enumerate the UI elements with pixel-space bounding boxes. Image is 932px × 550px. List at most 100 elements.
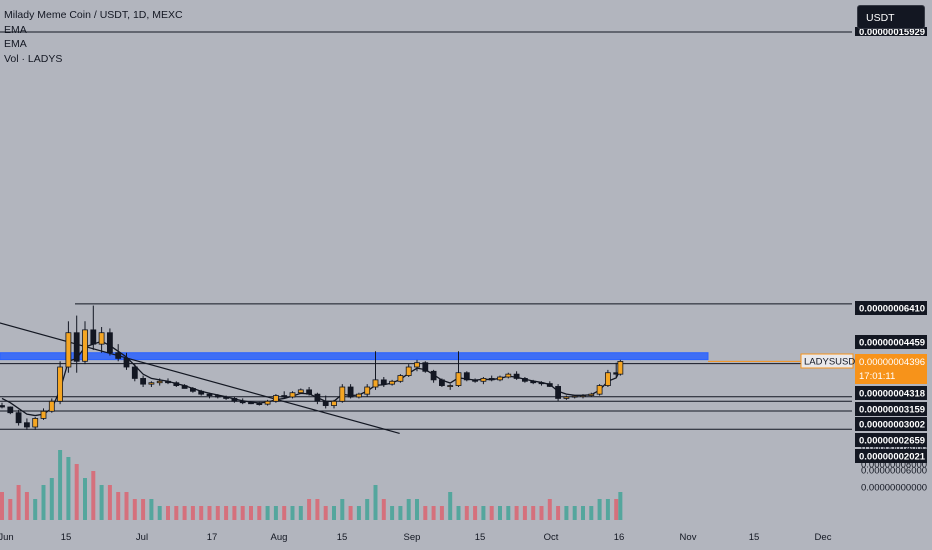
indicator-volume[interactable]: Vol · LADYS bbox=[4, 52, 63, 65]
volume-bar bbox=[307, 499, 312, 520]
volume-bar bbox=[373, 485, 378, 520]
price-level-label: 0.00000002659 bbox=[859, 436, 925, 447]
price-level-label: 0.00000003159 bbox=[859, 405, 925, 416]
volume-bar bbox=[323, 506, 328, 520]
candle-body bbox=[115, 352, 122, 359]
candle-body bbox=[355, 393, 362, 398]
price-level-tag bbox=[855, 335, 927, 349]
candle bbox=[530, 379, 537, 385]
time-axis-label: Oct bbox=[544, 532, 559, 543]
volume-bar bbox=[498, 506, 502, 520]
volume-bar bbox=[182, 506, 187, 520]
volume-bar bbox=[531, 506, 536, 520]
price-axis-label: 0.00000000000 bbox=[861, 483, 927, 494]
candle-body bbox=[131, 366, 138, 379]
volume-bar bbox=[24, 492, 29, 520]
candle-body bbox=[563, 396, 570, 399]
volume-bar bbox=[506, 506, 511, 520]
price-axis-label: 0.00000014000 bbox=[861, 443, 927, 454]
candle-body bbox=[555, 386, 561, 399]
candle-body bbox=[173, 382, 180, 386]
candle-body bbox=[297, 389, 304, 394]
candle-body bbox=[40, 410, 47, 419]
candle-body bbox=[605, 372, 611, 386]
candle-body bbox=[422, 362, 429, 372]
candle-body bbox=[48, 400, 55, 412]
volume-bar bbox=[348, 506, 353, 520]
volume-bar bbox=[116, 492, 121, 520]
candle bbox=[389, 379, 396, 386]
price-level-tag bbox=[855, 386, 927, 400]
candle-body bbox=[306, 389, 313, 395]
volume-bar bbox=[315, 499, 320, 520]
candle bbox=[513, 371, 520, 380]
candle-body bbox=[522, 378, 528, 382]
candle bbox=[314, 392, 321, 405]
candle-body bbox=[347, 386, 354, 398]
candle-body bbox=[65, 332, 72, 368]
volume-bar bbox=[398, 506, 403, 520]
candle-body bbox=[7, 406, 14, 414]
candle-body bbox=[488, 378, 495, 381]
volume-bar bbox=[132, 499, 137, 520]
volume-bar bbox=[49, 478, 54, 520]
candle-body bbox=[256, 403, 263, 405]
volume-bar bbox=[224, 506, 229, 520]
volume-bar bbox=[456, 506, 461, 520]
currency-button[interactable]: USDT bbox=[857, 5, 925, 29]
candle bbox=[115, 344, 122, 362]
time-axis-label: Sep bbox=[404, 532, 421, 543]
volume-bar bbox=[91, 471, 96, 520]
candle bbox=[322, 395, 329, 409]
chart-legend: Milady Meme Coin / USDT, 1D, MEXC EMA EM… bbox=[4, 8, 183, 66]
candle-body bbox=[140, 378, 147, 385]
volume-bar bbox=[99, 485, 104, 520]
volume-bar bbox=[83, 478, 87, 520]
indicator-ema-1[interactable]: EMA bbox=[4, 23, 27, 36]
candle bbox=[123, 352, 130, 370]
candle bbox=[405, 364, 412, 378]
volume-bar bbox=[273, 506, 278, 520]
volume-bar bbox=[249, 506, 253, 520]
candle-body bbox=[198, 390, 205, 395]
price-level-label: 0.00000004318 bbox=[859, 389, 925, 400]
candle bbox=[571, 395, 578, 399]
volume-bar bbox=[190, 506, 195, 520]
candle-body bbox=[90, 329, 97, 345]
candle-body bbox=[206, 393, 213, 396]
candle bbox=[447, 384, 454, 390]
candle-body bbox=[15, 412, 22, 424]
current-price-label: 0.00000004396 bbox=[859, 357, 925, 368]
candle-body bbox=[0, 405, 5, 408]
candle-body bbox=[181, 385, 188, 389]
volume-bar bbox=[539, 506, 544, 520]
candle bbox=[347, 384, 354, 399]
candle bbox=[82, 321, 88, 365]
price-level-tag bbox=[855, 433, 927, 447]
candle bbox=[40, 408, 47, 420]
candle bbox=[181, 384, 188, 389]
price-level-tag bbox=[855, 449, 927, 463]
volume-bar bbox=[448, 492, 453, 520]
price-level-label: 0.00000002021 bbox=[859, 452, 926, 463]
volume-bar bbox=[215, 506, 220, 520]
candle-body bbox=[156, 380, 163, 384]
volume-bar bbox=[257, 506, 262, 520]
candle-body bbox=[463, 372, 470, 381]
candle bbox=[156, 378, 163, 386]
time-axis-label: Aug bbox=[271, 532, 288, 543]
candle bbox=[23, 418, 30, 430]
volume-bar bbox=[124, 492, 129, 520]
indicator-ema-2[interactable]: EMA bbox=[4, 38, 27, 50]
candle bbox=[463, 371, 470, 382]
volume-bar bbox=[547, 499, 552, 520]
candle bbox=[272, 394, 279, 403]
candle-body bbox=[389, 380, 396, 385]
candle-body bbox=[289, 392, 296, 398]
volume-bar bbox=[581, 506, 585, 520]
candle bbox=[15, 409, 22, 426]
candle-body bbox=[98, 332, 105, 345]
candle bbox=[65, 321, 72, 373]
candle-body bbox=[264, 400, 271, 405]
